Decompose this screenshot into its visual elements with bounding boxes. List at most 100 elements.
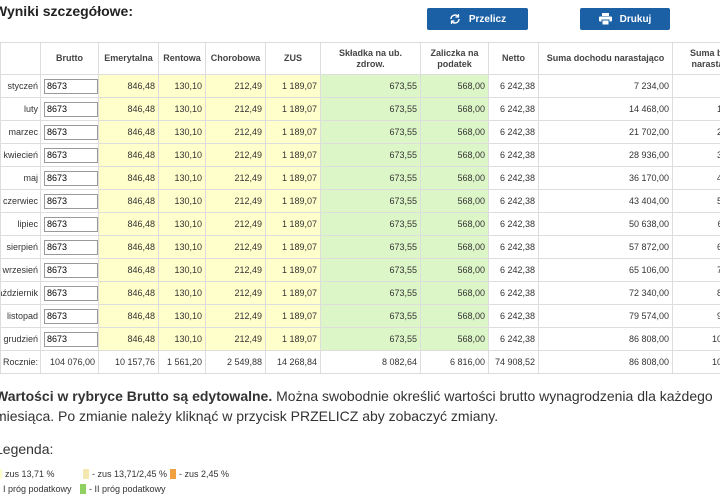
brutto-cell bbox=[40, 235, 99, 259]
total-cell: 10 157,76 bbox=[98, 350, 159, 374]
value-cell: 1 189,07 bbox=[265, 189, 321, 213]
brutto-input[interactable] bbox=[44, 216, 98, 232]
value-cell: 21 702,00 bbox=[538, 120, 673, 144]
month-cell: lipiec bbox=[0, 212, 41, 236]
value-cell: 130,10 bbox=[158, 166, 206, 190]
brutto-input[interactable] bbox=[44, 124, 98, 140]
brutto-cell bbox=[40, 281, 99, 305]
brutto-input[interactable] bbox=[44, 101, 98, 117]
value-cell: 673,55 bbox=[320, 281, 421, 305]
total-cell: 14 268,84 bbox=[265, 350, 321, 374]
total-cell: 8 082,64 bbox=[320, 350, 421, 374]
brutto-cell bbox=[40, 189, 99, 213]
month-label: lipiec bbox=[17, 219, 38, 229]
month-label: październik bbox=[2, 288, 39, 298]
brutto-cell bbox=[40, 120, 99, 144]
value-cell: 52 038,00 bbox=[672, 189, 720, 213]
value-cell: 673,55 bbox=[320, 189, 421, 213]
legend-label: I próg podatkowy bbox=[3, 484, 72, 494]
value-cell: 130,10 bbox=[158, 258, 206, 282]
brutto-input[interactable] bbox=[44, 193, 98, 209]
month-label: styczeń bbox=[7, 81, 38, 91]
value-cell: 1 189,07 bbox=[265, 327, 321, 351]
brutto-input[interactable] bbox=[44, 147, 98, 163]
value-cell: 568,00 bbox=[420, 97, 489, 121]
month-label: grudzień bbox=[3, 334, 38, 344]
value-cell: 130,10 bbox=[158, 304, 206, 328]
month-cell: grudzień bbox=[0, 327, 41, 351]
value-cell: 6 242,38 bbox=[488, 189, 539, 213]
button-label: Przelicz bbox=[468, 13, 507, 25]
value-cell: 104 076,00 bbox=[672, 327, 720, 351]
brutto-input[interactable] bbox=[44, 308, 98, 324]
value-cell: 130,10 bbox=[158, 143, 206, 167]
month-cell: styczeń bbox=[0, 74, 41, 98]
value-cell: 6 242,38 bbox=[488, 281, 539, 305]
value-cell: 130,10 bbox=[158, 74, 206, 98]
value-cell: 1 189,07 bbox=[265, 120, 321, 144]
value-cell: 846,48 bbox=[98, 281, 159, 305]
value-cell: 673,55 bbox=[320, 97, 421, 121]
month-label: kwiecień bbox=[3, 150, 38, 160]
legend-title: Legenda: bbox=[0, 441, 54, 457]
month-label: marzec bbox=[8, 127, 38, 137]
brutto-input[interactable] bbox=[44, 78, 98, 94]
value-cell: 568,00 bbox=[420, 258, 489, 282]
value-cell: 78 057,00 bbox=[672, 258, 720, 282]
total-cell: 74 908,52 bbox=[488, 350, 539, 374]
value-cell: 50 638,00 bbox=[538, 212, 673, 236]
value-cell: 846,48 bbox=[98, 143, 159, 167]
month-cell: maj bbox=[0, 166, 41, 190]
header-row: Brutto Emerytalna Rentowa Chorobowa ZUS Skład… bbox=[0, 42, 720, 75]
value-cell: 673,55 bbox=[320, 235, 421, 259]
value-cell: 212,49 bbox=[205, 258, 266, 282]
brutto-cell bbox=[40, 74, 99, 98]
month-label: wrzesień bbox=[2, 265, 38, 275]
value-cell: 43 365,00 bbox=[672, 166, 720, 190]
brutto-cell bbox=[40, 97, 99, 121]
value-cell: 1 189,07 bbox=[265, 166, 321, 190]
value-cell: 846,48 bbox=[98, 235, 159, 259]
value-cell: 57 872,00 bbox=[538, 235, 673, 259]
value-cell: 568,00 bbox=[420, 74, 489, 98]
title: Wyniki szczegółowe: bbox=[0, 3, 133, 19]
value-cell: 846,48 bbox=[98, 212, 159, 236]
value-cell: 673,55 bbox=[320, 212, 421, 236]
refresh-icon bbox=[450, 14, 460, 24]
month-cell: październik bbox=[0, 281, 41, 305]
value-cell: 568,00 bbox=[420, 327, 489, 351]
brutto-input[interactable] bbox=[44, 285, 98, 301]
value-cell: 673,55 bbox=[320, 166, 421, 190]
legend-swatch bbox=[80, 484, 86, 494]
value-cell: 6 242,38 bbox=[488, 143, 539, 167]
value-cell: 673,55 bbox=[320, 143, 421, 167]
value-cell: 1 189,07 bbox=[265, 281, 321, 305]
legend-item: - zus 13,71/2,45 % bbox=[83, 469, 167, 479]
month-cell: marzec bbox=[0, 120, 41, 144]
brutto-cell bbox=[40, 304, 99, 328]
column-header: Składka na ub. zdrow. bbox=[320, 42, 421, 75]
note-bold: Wartości w rybryce Brutto są edytowalne. bbox=[0, 388, 273, 404]
brutto-input[interactable] bbox=[44, 170, 98, 186]
value-cell: 1 189,07 bbox=[265, 212, 321, 236]
legend-item: I próg podatkowy bbox=[0, 484, 72, 494]
brutto-input[interactable] bbox=[44, 331, 98, 347]
recalculate-button[interactable]: Przelicz bbox=[427, 8, 528, 30]
legend-swatch bbox=[83, 469, 89, 479]
value-cell: 36 170,00 bbox=[538, 166, 673, 190]
value-cell: 8 673,00 bbox=[672, 74, 720, 98]
brutto-input[interactable] bbox=[44, 239, 98, 255]
total-cell: 104 076,00 bbox=[672, 350, 720, 374]
brutto-cell bbox=[40, 143, 99, 167]
value-cell: 673,55 bbox=[320, 74, 421, 98]
print-button[interactable]: Drukuj bbox=[580, 8, 670, 30]
value-cell: 6 242,38 bbox=[488, 304, 539, 328]
value-cell: 130,10 bbox=[158, 120, 206, 144]
brutto-input[interactable] bbox=[44, 262, 98, 278]
column-header: Rentowa bbox=[158, 42, 206, 75]
